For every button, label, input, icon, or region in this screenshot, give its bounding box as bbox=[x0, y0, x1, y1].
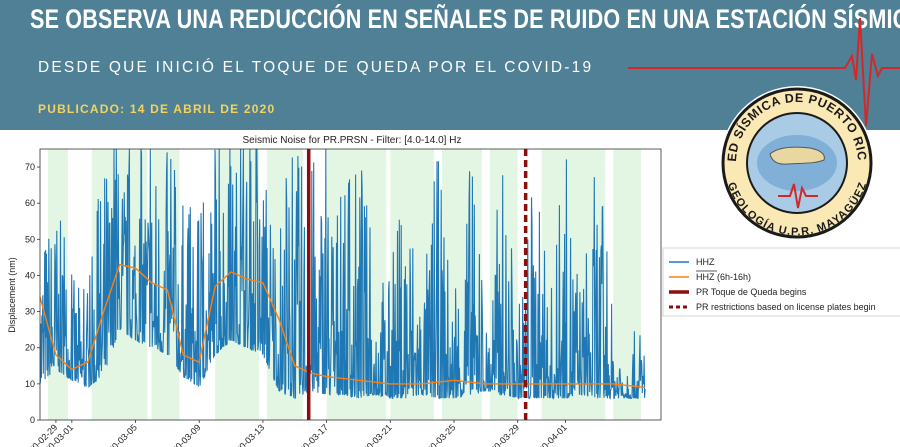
header-banner: SE OBSERVA UNA REDUCCIÓN EN SEÑALES DE R… bbox=[0, 0, 900, 130]
legend-label: HHZ (6h-16h) bbox=[696, 272, 751, 282]
chart-legend: HHZ HHZ (6h-16h) PR Toque de Queda begins P… bbox=[662, 247, 900, 317]
seismic-noise-chart: Seismic Noise for PR.PRSN - Filter: [4.0… bbox=[7, 135, 900, 447]
legend-label: PR Toque de Queda begins bbox=[696, 287, 807, 297]
x-tick-label: 2020-03-13 bbox=[227, 422, 267, 447]
series-hhz-line bbox=[39, 148, 646, 400]
published-date: PUBLICADO: 14 DE ABRIL DE 2020 bbox=[38, 102, 276, 116]
x-tick-label: 2020-03-09 bbox=[163, 422, 203, 447]
y-tick-label: 50 bbox=[25, 234, 35, 244]
legend-label: HHZ bbox=[696, 257, 715, 267]
subtitle: DESDE QUE INICIÓ EL TOQUE DE QUEDA POR E… bbox=[38, 59, 594, 76]
x-tick-label: 2020-03-21 bbox=[354, 422, 394, 447]
y-tick-label: 60 bbox=[25, 198, 35, 208]
y-tick-label: 30 bbox=[25, 307, 35, 317]
x-tick-label: 2020-03-05 bbox=[99, 422, 139, 447]
red-sismica-logo: RED SÍSMICA DE PUERTO RICO GEOLOGÍA U.P.… bbox=[718, 84, 874, 240]
x-tick-label: 2020-03-17 bbox=[290, 422, 330, 447]
headline: SE OBSERVA UNA REDUCCIÓN EN SEÑALES DE R… bbox=[30, 4, 900, 34]
y-tick-label: 20 bbox=[25, 343, 35, 353]
y-axis-label: Displacement (nm) bbox=[7, 257, 17, 333]
x-tick-label: 2020-04-01 bbox=[529, 422, 569, 447]
shaded-period bbox=[613, 149, 642, 420]
y-tick-label: 0 bbox=[30, 415, 35, 425]
y-tick-label: 40 bbox=[25, 270, 35, 280]
x-tick-label: 2020-03-25 bbox=[418, 422, 458, 447]
y-tick-label: 10 bbox=[25, 379, 35, 389]
y-tick-label: 70 bbox=[25, 162, 35, 172]
chart-title: Seismic Noise for PR.PRSN - Filter: [4.0… bbox=[243, 135, 462, 146]
legend-box bbox=[662, 247, 900, 317]
series-median-line bbox=[39, 263, 646, 389]
plot-frame bbox=[39, 148, 662, 421]
x-tick-label: 2020-03-29 bbox=[481, 422, 521, 447]
legend-label: PR restrictions based on license plates … bbox=[696, 302, 876, 312]
seismograph-line-icon bbox=[628, 18, 900, 127]
